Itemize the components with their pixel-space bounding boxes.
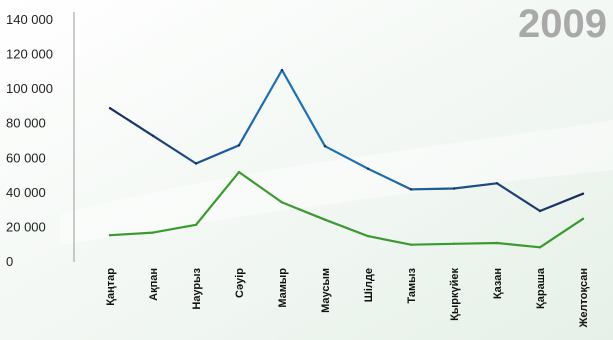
y-tick-label: 120 000: [6, 47, 53, 62]
data-point: [581, 217, 585, 220]
data-point: [280, 68, 284, 72]
y-tick-label: 80 000: [6, 116, 46, 131]
x-category-label: Қазан: [492, 268, 504, 299]
x-category-labels: Қаңтар Ақпан Наурыз Сәуір Мамыр Маусым Шілде Та…: [105, 267, 590, 328]
data-point: [366, 167, 370, 170]
data-point: [495, 182, 499, 185]
series-line-2: [109, 171, 584, 249]
data-point: [194, 223, 198, 226]
y-tick-label: 20 000: [6, 219, 46, 234]
x-category-label: Желтоқсан: [578, 268, 590, 329]
data-point: [151, 134, 155, 137]
x-category-label: Қыркүйек: [449, 268, 461, 321]
series-lines: [108, 68, 585, 249]
x-category-label: Ақпан: [148, 268, 160, 301]
data-point: [237, 170, 241, 174]
data-point: [108, 107, 112, 110]
y-tick-label: 100 000: [6, 81, 53, 96]
data-point: [452, 187, 456, 190]
y-tick-label: 40 000: [6, 185, 46, 200]
data-point: [280, 201, 284, 204]
data-point: [366, 234, 370, 238]
x-category-label: Қараша: [535, 267, 547, 309]
x-category-label: Маусым: [320, 268, 332, 313]
data-point: [323, 145, 327, 148]
data-point: [237, 144, 241, 147]
y-tick-label: 0: [6, 254, 13, 269]
data-point: [194, 162, 198, 165]
y-tick-label: 140 000: [6, 12, 53, 27]
data-point: [409, 188, 413, 191]
y-tick-label: 60 000: [6, 150, 46, 165]
y-tick-labels: 0 20 000 40 000 60 000 80 000 100 000 120 000 1…: [6, 12, 53, 269]
x-category-label: Мамыр: [277, 268, 289, 308]
data-point: [495, 241, 499, 245]
data-point: [108, 234, 112, 237]
x-category-label: Тамыз: [406, 267, 418, 303]
chart-title: 2009: [518, 2, 607, 46]
data-point: [581, 192, 585, 195]
data-point: [538, 209, 542, 213]
data-point: [151, 231, 155, 234]
x-category-label: Наурыз: [191, 267, 203, 309]
x-category-label: Қаңтар: [105, 268, 117, 306]
data-point: [452, 242, 456, 245]
background-swoosh: [60, 120, 613, 245]
x-category-label: Шілде: [363, 268, 375, 302]
series-line-1: [109, 68, 584, 213]
data-point: [409, 243, 413, 246]
data-point: [323, 218, 327, 221]
x-category-label: Сәуір: [234, 268, 246, 298]
data-point: [538, 246, 542, 249]
